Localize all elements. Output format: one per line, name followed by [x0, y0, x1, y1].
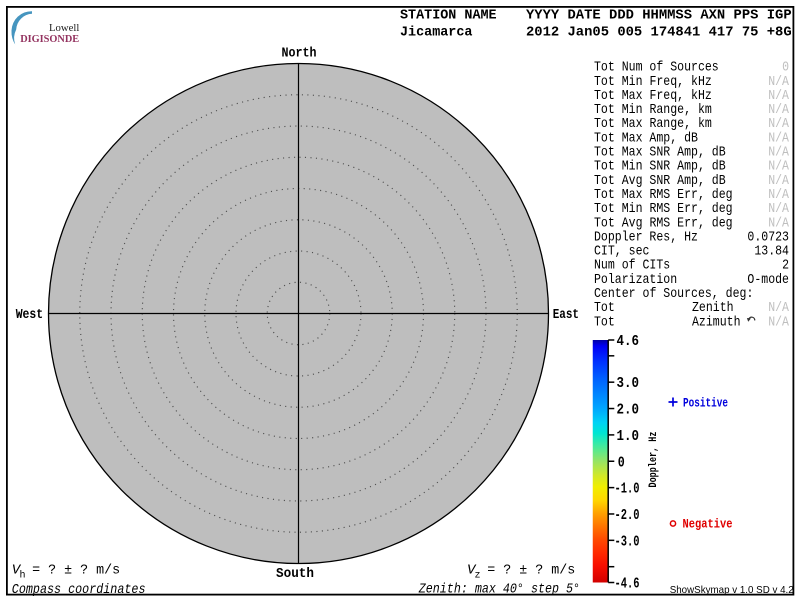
svg-text:Tot Avg RMS Err, deg: Tot Avg RMS Err, deg [594, 215, 733, 231]
svg-text:South: South [276, 566, 314, 582]
svg-text:-3.0: -3.0 [615, 533, 640, 550]
svg-text:Azimuth: Azimuth [692, 314, 741, 330]
svg-text:Positive: Positive [683, 395, 728, 410]
svg-text:N/A: N/A [768, 74, 789, 90]
svg-text:2.0: 2.0 [617, 402, 640, 419]
svg-text:Doppler, Hz: Doppler, Hz [648, 432, 660, 488]
svg-text:N/A: N/A [768, 159, 789, 175]
svg-text:Tot Min SNR Amp, dB: Tot Min SNR Amp, dB [594, 159, 726, 175]
svg-text:Tot Max Amp, dB: Tot Max Amp, dB [594, 130, 698, 146]
svg-text:-1.0: -1.0 [615, 481, 640, 498]
svg-text:East: East [553, 307, 579, 323]
svg-text:CIT, sec: CIT, sec [594, 244, 649, 260]
svg-text:0: 0 [618, 454, 625, 471]
svg-text:= ? ± ? m/s: = ? ± ? m/s [487, 563, 575, 579]
svg-text:0: 0 [782, 60, 789, 76]
svg-text:DIGISONDE: DIGISONDE [20, 33, 79, 45]
svg-text:-2.0: -2.0 [615, 507, 640, 524]
svg-text:1.0: 1.0 [617, 428, 640, 445]
svg-text:Tot Min Range, km: Tot Min Range, km [594, 102, 712, 118]
svg-text:Tot Num of Sources: Tot Num of Sources [594, 60, 719, 76]
svg-text:-4.6: -4.6 [615, 576, 640, 593]
svg-text:N/A: N/A [768, 201, 789, 217]
svg-text:N/A: N/A [768, 88, 789, 104]
svg-text:Negative: Negative [683, 516, 733, 531]
svg-text:N/A: N/A [768, 173, 789, 189]
svg-text:YYYY DATE DDD HHMMSS AXN PPS: YYYY DATE DDD HHMMSS AXN PPS IGP [526, 9, 792, 24]
svg-text:Polarization: Polarization [594, 272, 677, 288]
svg-text:Zenith: max 40° step 5°: Zenith: max 40° step 5° [418, 582, 580, 598]
svg-text:13.84: 13.84 [754, 244, 789, 260]
svg-text:N/A: N/A [768, 314, 789, 330]
svg-text:Tot Min RMS Err, deg: Tot Min RMS Err, deg [594, 201, 733, 217]
svg-text:z: z [475, 571, 481, 582]
svg-text:ShowSkymap v 1.0 SD v 4.2: ShowSkymap v 1.0 SD v 4.2 [670, 584, 794, 596]
svg-text:Compass coordinates: Compass coordinates [12, 582, 146, 598]
svg-text:Zenith: Zenith [692, 300, 734, 316]
svg-text:Tot: Tot [594, 314, 615, 330]
svg-text:N/A: N/A [768, 215, 789, 231]
svg-text:2: 2 [782, 258, 789, 274]
svg-text:0.0723: 0.0723 [747, 229, 789, 245]
svg-text:2012 Jan05 005 174841 417 75: 2012 Jan05 005 174841 417 75 +8G [526, 26, 792, 41]
svg-text:Tot Max Range, km: Tot Max Range, km [594, 116, 712, 132]
svg-text:N/A: N/A [768, 102, 789, 118]
svg-text:Jicamarca: Jicamarca [400, 26, 472, 41]
svg-text:3.0: 3.0 [617, 375, 640, 392]
svg-text:N/A: N/A [768, 300, 789, 316]
svg-text:Lowell: Lowell [49, 23, 79, 34]
svg-text:4.6: 4.6 [617, 333, 640, 350]
svg-text:Tot Max SNR Amp, dB: Tot Max SNR Amp, dB [594, 145, 726, 161]
svg-text:V: V [12, 563, 22, 579]
svg-text:Tot Max RMS Err, deg: Tot Max RMS Err, deg [594, 187, 733, 203]
svg-text:Center of Sources, deg:: Center of Sources, deg: [594, 286, 753, 302]
svg-text:North: North [282, 46, 317, 62]
svg-text:Tot Min Freq, kHz: Tot Min Freq, kHz [594, 74, 712, 90]
svg-text:Tot Max Freq, kHz: Tot Max Freq, kHz [594, 88, 712, 104]
svg-text:h: h [20, 570, 26, 582]
svg-text:O-mode: O-mode [747, 272, 789, 288]
svg-text:N/A: N/A [768, 145, 789, 161]
svg-text:N/A: N/A [768, 187, 789, 203]
svg-text:STATION NAME: STATION NAME [400, 9, 497, 24]
svg-text:N/A: N/A [768, 116, 789, 132]
svg-text:= ? ± ? m/s: = ? ± ? m/s [32, 563, 120, 579]
svg-text:West: West [16, 307, 43, 323]
svg-text:V: V [467, 563, 477, 579]
svg-text:N/A: N/A [768, 130, 789, 146]
svg-text:Tot: Tot [594, 300, 615, 316]
svg-text:Doppler Res, Hz: Doppler Res, Hz [594, 229, 698, 245]
svg-text:Tot Avg SNR Amp, dB: Tot Avg SNR Amp, dB [594, 173, 726, 189]
svg-text:Num of CITs: Num of CITs [594, 258, 670, 274]
